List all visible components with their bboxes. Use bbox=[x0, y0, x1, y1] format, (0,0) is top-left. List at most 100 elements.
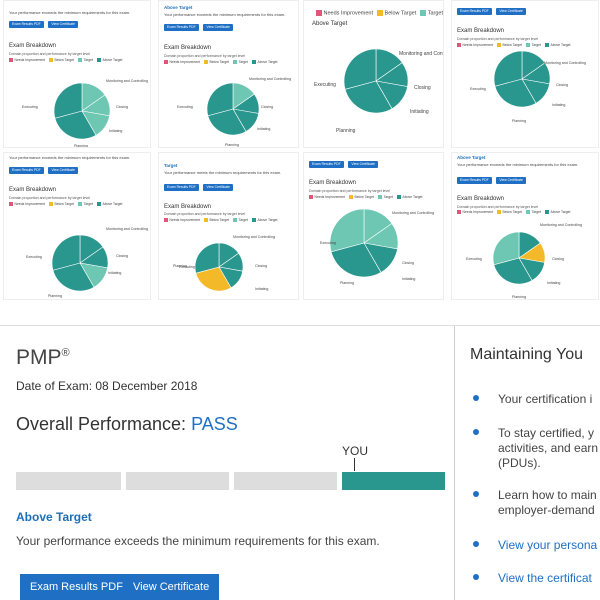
thumbnail-breakdown-desc: Domain proportion and performance by tar… bbox=[309, 189, 391, 193]
result-description: Your performance exceeds the minimum req… bbox=[16, 534, 380, 548]
exam-date: Date of Exam: 08 December 2018 bbox=[16, 379, 198, 393]
pie-label-planning: Planning bbox=[512, 119, 526, 123]
domain-pie-chart bbox=[53, 82, 111, 140]
pie-label-closing: Closing bbox=[556, 83, 568, 87]
domain-pie-chart bbox=[493, 50, 551, 108]
pie-label-monitoring-controlling: Monitoring and Controlling bbox=[106, 227, 148, 231]
thumbnail-result-level: Target bbox=[164, 163, 178, 168]
performance-bar-above-target bbox=[342, 472, 445, 490]
legend-label: Above Target bbox=[550, 210, 571, 214]
legend-swatch-icon bbox=[204, 60, 209, 65]
legend-label: Above Target bbox=[257, 60, 278, 64]
pie-label-initiating: Initiating bbox=[109, 129, 123, 133]
pie-label-initiating: Initiating bbox=[108, 271, 122, 275]
legend-swatch-icon bbox=[457, 210, 461, 215]
thumbnail-performance-text: Your performance meets the minimum requi… bbox=[164, 170, 282, 175]
thumbnail-exam-results-button[interactable]: Exam Results PDF bbox=[9, 167, 44, 174]
results-summary: PMP® Date of Exam: 08 December 2018 Over… bbox=[16, 326, 456, 600]
thumbnail-legend: Needs Improvement Below Target Target Above… bbox=[453, 210, 571, 215]
overall-performance: Overall Performance: PASS bbox=[16, 414, 238, 435]
view-certificate-button[interactable]: View Certificate bbox=[123, 574, 220, 600]
thumbnail-breakdown-desc: Domain proportion and performance by tar… bbox=[9, 196, 91, 200]
legend-label: Below Target bbox=[354, 195, 375, 199]
legend-label: Target bbox=[531, 210, 542, 214]
pie-label-initiating: Initiating bbox=[257, 127, 271, 131]
pie-slice-planning bbox=[493, 257, 533, 285]
thumbnail-view-certificate-button[interactable]: View Certificate bbox=[348, 161, 378, 168]
pie-label-planning: Planning bbox=[512, 295, 526, 299]
legend-label: Target bbox=[238, 60, 249, 64]
view-certificate-link[interactable]: View the certificat bbox=[498, 571, 592, 585]
thumbnail-exam-results-button[interactable]: Exam Results PDF bbox=[164, 24, 199, 31]
thumbnail-breakdown-title: Exam Breakdown bbox=[9, 187, 57, 193]
thumbnail-breakdown-title: Exam Breakdown bbox=[164, 45, 212, 51]
legend-label: Below Target bbox=[209, 60, 230, 64]
legend-swatch-icon bbox=[78, 202, 83, 207]
legend-label: Above Target bbox=[102, 58, 123, 62]
domain-pie-chart bbox=[51, 234, 109, 292]
thumbnail-view-certificate-button[interactable]: View Certificate bbox=[496, 8, 526, 15]
exam-results-pdf-button[interactable]: Exam Results PDF bbox=[20, 574, 133, 600]
thumbnail-exam-results-button[interactable]: Exam Results PDF bbox=[164, 184, 199, 191]
pie-label-monitoring-controlling: Monitoring and Controlling bbox=[392, 211, 434, 215]
pie-slice-planning bbox=[54, 110, 97, 140]
legend-label: Needs Improvement bbox=[323, 10, 374, 17]
pie-label-planning: Planning bbox=[74, 144, 88, 148]
pie-slice-planning bbox=[344, 80, 393, 114]
registered-mark: ® bbox=[61, 347, 70, 359]
legend-label: Needs Improvement bbox=[14, 58, 46, 62]
thumbnail-exam-results-button[interactable]: Exam Results PDF bbox=[9, 21, 44, 28]
thumbnail-2: Above Target Your performance exceeds the… bbox=[158, 0, 299, 148]
thumbnail-view-certificate-button[interactable]: View Certificate bbox=[496, 177, 526, 184]
pie-label-monitoring-controlling: Monitoring and Controlling bbox=[544, 61, 586, 65]
thumbnail-exam-results-button[interactable]: Exam Results PDF bbox=[457, 8, 492, 15]
domain-pie-chart bbox=[329, 208, 399, 278]
bullet-icon bbox=[473, 491, 479, 497]
thumbnail-7: Exam Results PDF View Certificate Exam Bre… bbox=[303, 152, 444, 300]
bullet-icon bbox=[473, 541, 479, 547]
maintaining-title: Maintaining You bbox=[470, 346, 583, 363]
legend-swatch-icon bbox=[378, 195, 383, 200]
legend-swatch-icon bbox=[397, 195, 402, 200]
pie-label-closing: Closing bbox=[414, 85, 431, 91]
thumbnail-breakdown-title: Exam Breakdown bbox=[457, 28, 505, 34]
pie-label-planning: Planning bbox=[225, 143, 239, 147]
thumbnail-view-certificate-button[interactable]: View Certificate bbox=[203, 24, 233, 31]
thumbnail-exam-results-button[interactable]: Exam Results PDF bbox=[457, 177, 492, 184]
performance-bar-below-target bbox=[126, 472, 229, 490]
pie-slice-planning bbox=[330, 242, 382, 278]
thumbnail-performance-text: Your performance exceeds the minimum req… bbox=[9, 10, 131, 15]
pie-label-executing: Executing bbox=[470, 87, 486, 91]
pie-label-closing: Closing bbox=[261, 105, 273, 109]
legend-swatch-icon bbox=[316, 10, 322, 16]
pie-label-planning: Planning bbox=[336, 128, 356, 134]
domain-pie-chart bbox=[492, 231, 546, 285]
thumbnail-4: Exam Results PDF View Certificate Exam Bre… bbox=[451, 0, 599, 148]
domain-pie-chart bbox=[343, 48, 409, 114]
pie-label-executing: Executing bbox=[26, 255, 42, 259]
bullet-icon bbox=[473, 574, 479, 580]
bullet-text-3a: Learn how to main bbox=[498, 488, 597, 502]
thumbnail-view-certificate-button[interactable]: View Certificate bbox=[48, 167, 78, 174]
legend-label: Target bbox=[83, 202, 94, 206]
thumbnail-breakdown-title: Exam Breakdown bbox=[457, 196, 505, 202]
thumbnail-view-certificate-button[interactable]: View Certificate bbox=[203, 184, 233, 191]
legend-swatch-icon bbox=[497, 43, 502, 48]
pie-label-monitoring-controlling: Monitoring and Controlling bbox=[249, 77, 291, 81]
legend-label: Target bbox=[427, 10, 444, 17]
pie-label-initiating: Initiating bbox=[410, 109, 429, 115]
pie-slice-planning bbox=[52, 262, 95, 292]
panel-divider bbox=[454, 326, 455, 600]
thumbnail-exam-results-button[interactable]: Exam Results PDF bbox=[309, 161, 344, 168]
thumbnail-3: Needs Improvement Below Target Target Above… bbox=[303, 0, 444, 148]
legend-label: Needs Improvement bbox=[462, 210, 494, 214]
thumbnail-view-certificate-button[interactable]: View Certificate bbox=[48, 21, 78, 28]
view-personal-link[interactable]: View your persona bbox=[498, 538, 598, 552]
legend-swatch-icon bbox=[49, 58, 54, 63]
you-marker-line bbox=[354, 458, 355, 471]
legend-swatch-icon bbox=[457, 43, 461, 48]
legend-swatch-icon bbox=[526, 43, 531, 48]
thumbnail-legend: Needs Improvement Below Target Target Above… bbox=[5, 58, 123, 63]
pie-label-monitoring-controlling: Monitoring and Controlling bbox=[540, 223, 582, 227]
pie-label-planning: Planning bbox=[48, 294, 62, 298]
